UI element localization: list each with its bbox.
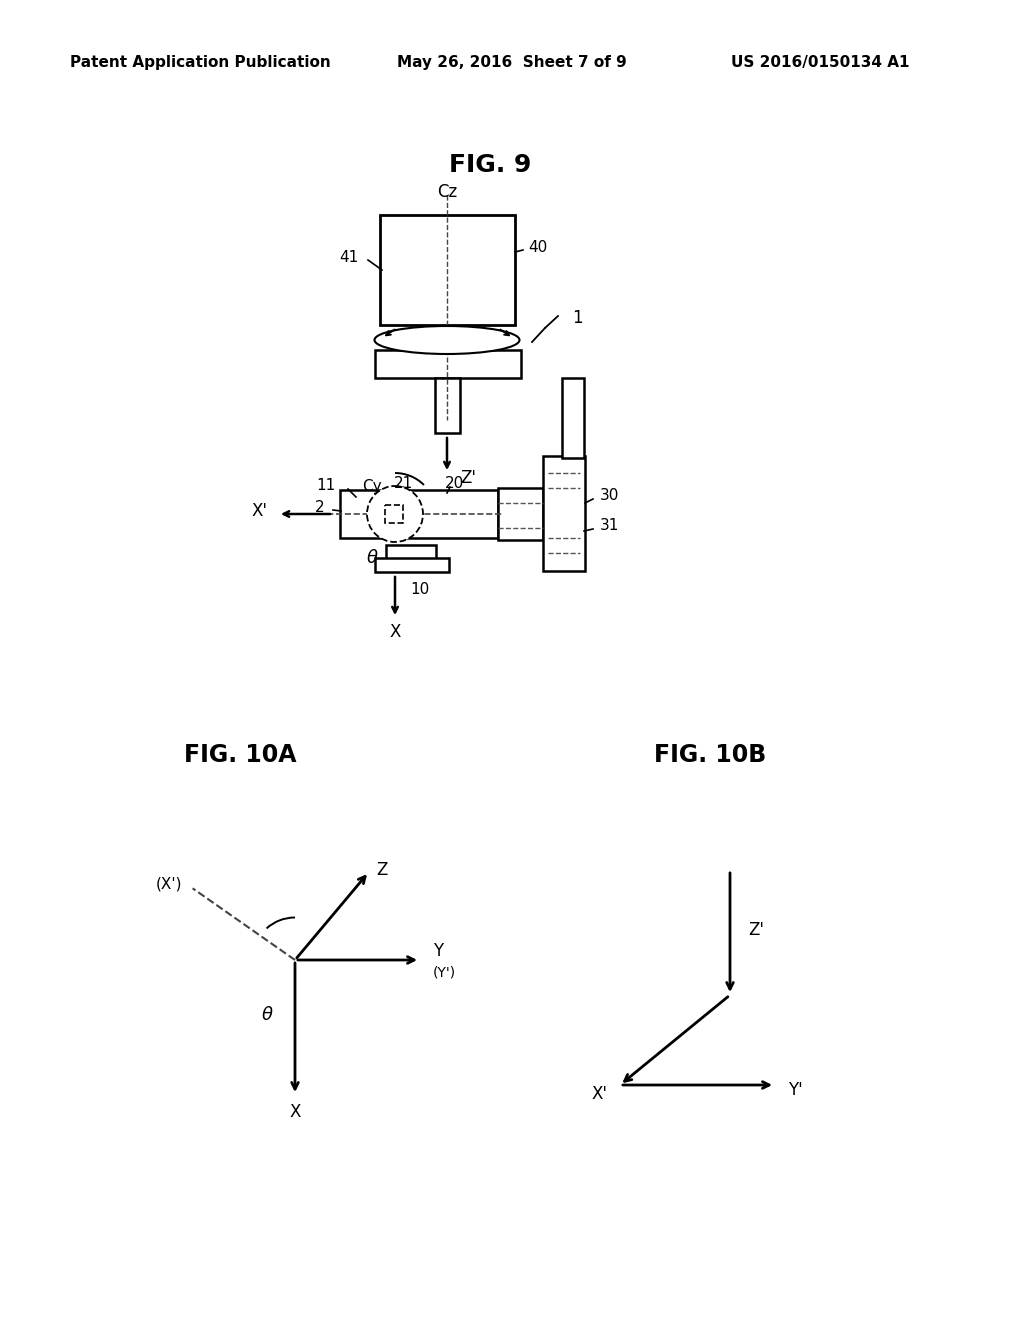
Text: θ: θ [367, 549, 378, 568]
Text: 41: 41 [339, 251, 358, 265]
Text: 10: 10 [411, 582, 430, 598]
Text: Cy: Cy [362, 479, 382, 494]
Text: 40: 40 [528, 240, 547, 256]
Text: X': X' [252, 502, 268, 520]
Circle shape [367, 486, 423, 543]
Text: FIG. 10B: FIG. 10B [654, 743, 766, 767]
Text: Patent Application Publication: Patent Application Publication [70, 54, 331, 70]
Text: FIG. 9: FIG. 9 [449, 153, 531, 177]
Text: 11: 11 [316, 479, 336, 494]
Text: 1: 1 [572, 309, 583, 327]
Bar [386, 545, 436, 565]
Text: Y': Y' [788, 1081, 803, 1100]
Bar [562, 378, 584, 458]
Text: FIG. 10A: FIG. 10A [183, 743, 296, 767]
Text: 2: 2 [315, 500, 325, 516]
Text: (X'): (X') [156, 876, 182, 892]
Bar [375, 558, 449, 572]
Bar [543, 455, 585, 572]
Text: 20: 20 [445, 475, 464, 491]
Text: 31: 31 [600, 519, 620, 533]
Ellipse shape [375, 326, 519, 354]
Text: X': X' [592, 1085, 608, 1104]
Text: US 2016/0150134 A1: US 2016/0150134 A1 [731, 54, 909, 70]
Bar [340, 490, 498, 539]
Bar [435, 378, 460, 433]
Text: Y: Y [433, 942, 443, 960]
Text: X: X [290, 1104, 301, 1121]
Text: Z': Z' [460, 469, 476, 487]
Bar [498, 488, 543, 540]
Text: Z': Z' [748, 921, 764, 939]
Bar [385, 506, 403, 523]
Text: Z: Z [376, 861, 387, 879]
Text: Cz: Cz [437, 183, 457, 201]
Text: θ: θ [261, 1006, 272, 1024]
Text: 21: 21 [394, 475, 414, 491]
Bar [380, 215, 515, 325]
Text: X: X [389, 623, 400, 642]
Bar [375, 350, 521, 378]
Text: 30: 30 [600, 488, 620, 503]
Text: (Y'): (Y') [433, 965, 456, 979]
Text: May 26, 2016  Sheet 7 of 9: May 26, 2016 Sheet 7 of 9 [397, 54, 627, 70]
